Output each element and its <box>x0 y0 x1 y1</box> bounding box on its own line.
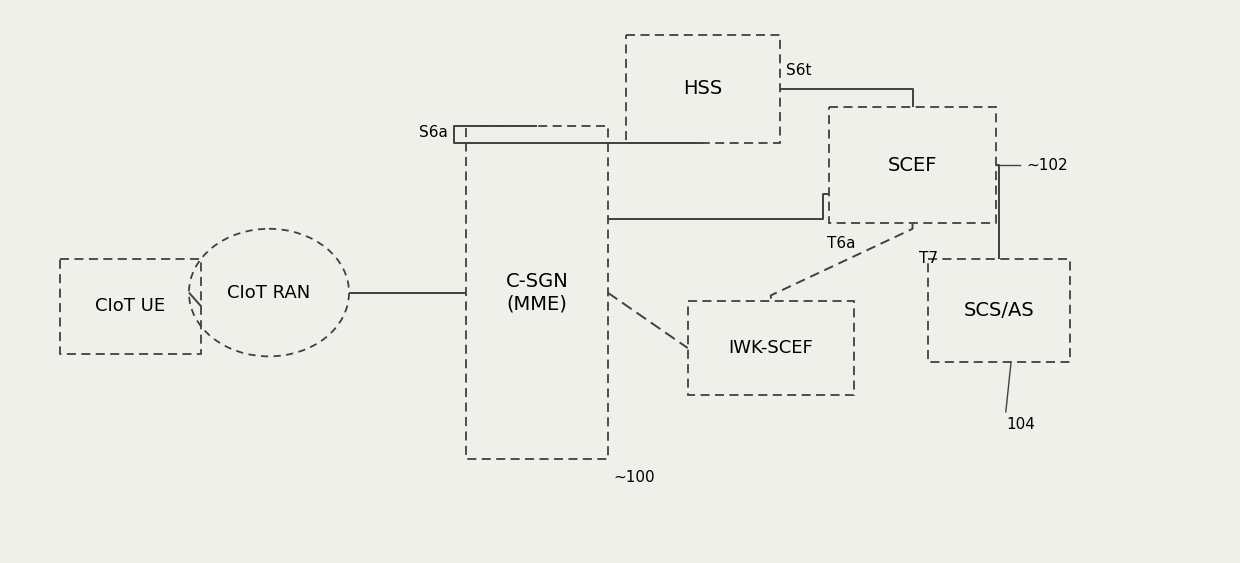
Text: T6a: T6a <box>827 236 856 251</box>
Text: C-SGN
(MME): C-SGN (MME) <box>506 272 568 313</box>
Bar <box>688 301 854 395</box>
Bar <box>830 107 996 224</box>
Text: IWK-SCEF: IWK-SCEF <box>729 339 813 357</box>
Text: CIoT UE: CIoT UE <box>95 297 165 315</box>
Text: T7: T7 <box>919 251 937 266</box>
Text: S6t: S6t <box>786 62 812 78</box>
Text: S6a: S6a <box>419 124 448 140</box>
Text: ~100: ~100 <box>614 470 656 485</box>
Bar <box>928 260 1070 362</box>
Bar <box>626 35 780 143</box>
Bar <box>466 126 608 459</box>
Text: ~102: ~102 <box>1027 158 1068 172</box>
Text: SCEF: SCEF <box>888 155 937 175</box>
Bar <box>60 260 201 354</box>
Text: 104: 104 <box>1006 417 1034 432</box>
Text: HSS: HSS <box>683 79 723 99</box>
Text: CIoT RAN: CIoT RAN <box>227 284 310 302</box>
Text: SCS/AS: SCS/AS <box>963 301 1034 320</box>
